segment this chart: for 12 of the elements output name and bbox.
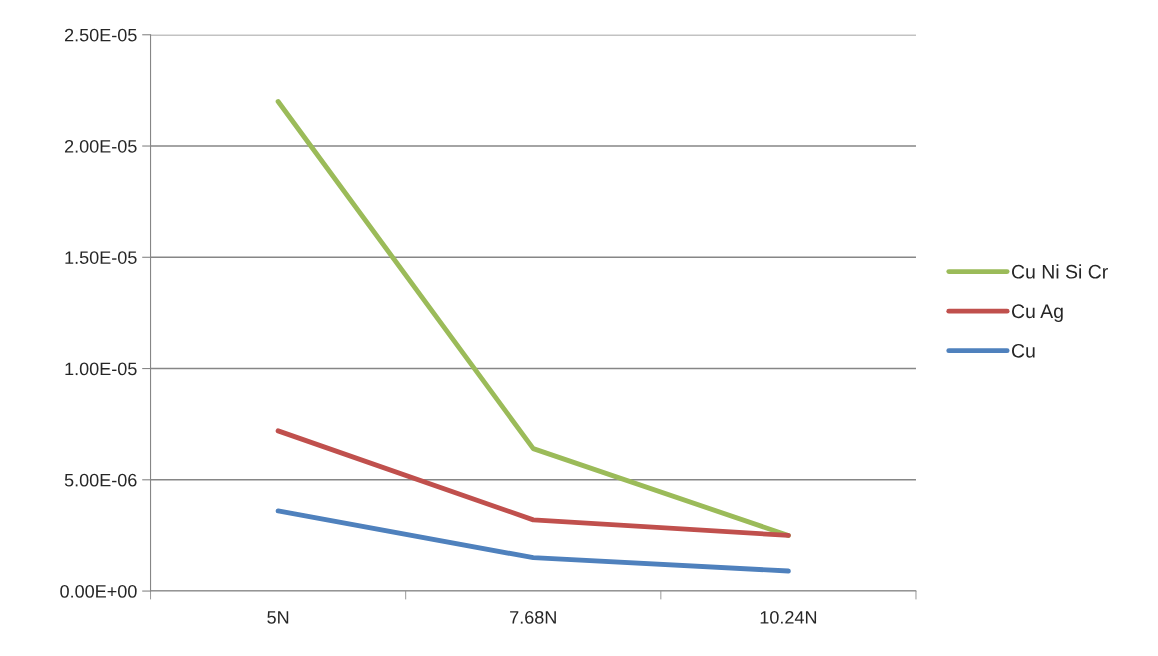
- legend-label: Cu: [1012, 343, 1035, 358]
- x-tick-label: 7.68N: [510, 610, 556, 624]
- x-tick-label: 10.24N: [760, 610, 817, 624]
- legend-label: Cu Ag: [1012, 304, 1063, 322]
- y-tick-label: 2.00E-05: [64, 139, 137, 153]
- y-tick-label: 1.50E-05: [65, 251, 137, 264]
- y-tick-label: 5.00E-06: [64, 473, 137, 487]
- legend-label: Cu Ni Si Cr: [1012, 264, 1108, 279]
- y-tick-label: 0.00E+00: [60, 584, 137, 598]
- x-tick-label: 5N: [267, 611, 289, 624]
- y-tick-label: 1.00E-05: [65, 362, 137, 376]
- y-tick-label: 2.50E-05: [64, 28, 137, 42]
